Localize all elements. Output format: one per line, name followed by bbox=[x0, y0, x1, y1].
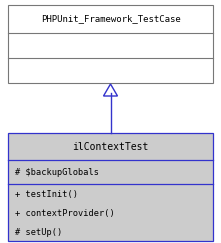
Text: PHPUnit_Framework_TestCase: PHPUnit_Framework_TestCase bbox=[41, 15, 180, 24]
Bar bbox=[8, 5, 213, 83]
Bar bbox=[8, 133, 213, 241]
Text: + testInit(): + testInit() bbox=[15, 190, 78, 199]
Text: ilContextTest: ilContextTest bbox=[72, 141, 149, 151]
Text: + contextProvider(): + contextProvider() bbox=[15, 209, 115, 218]
Text: # $backupGlobals: # $backupGlobals bbox=[15, 167, 99, 176]
Text: # setUp(): # setUp() bbox=[15, 228, 62, 237]
Polygon shape bbox=[103, 84, 118, 96]
